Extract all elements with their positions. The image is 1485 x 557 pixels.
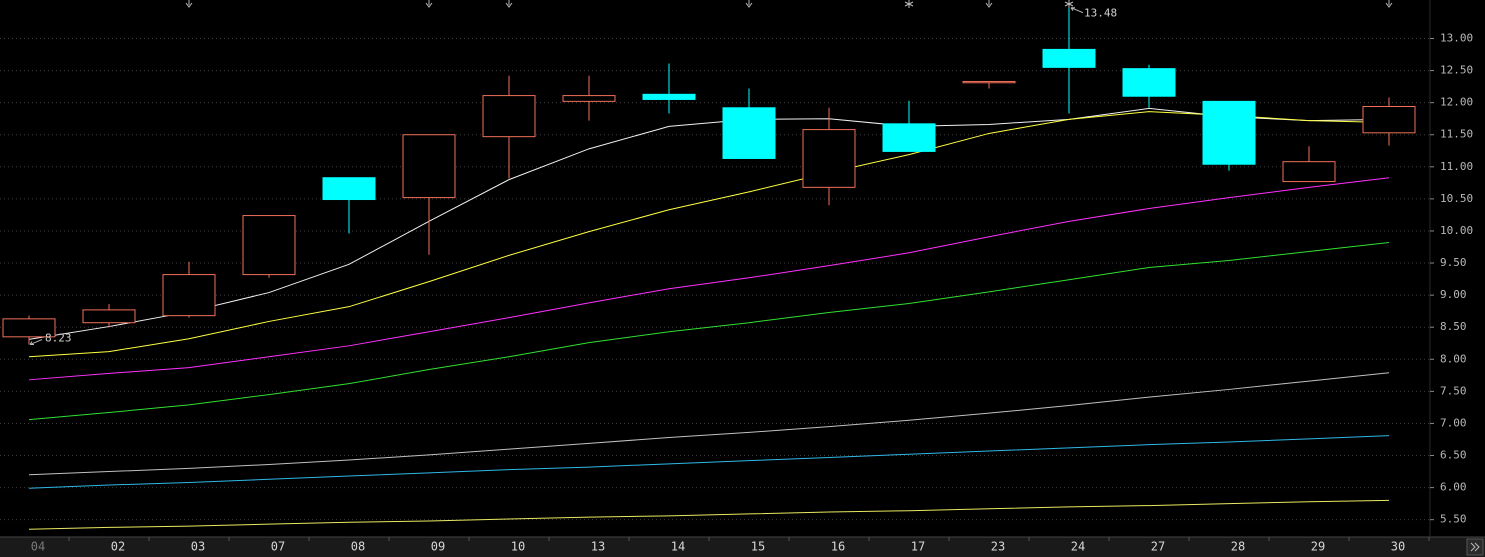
y-tick-label: 5.50 [1440, 513, 1467, 526]
y-tick-label: 12.00 [1440, 96, 1473, 109]
candle-body [1202, 100, 1256, 165]
event-marker [904, 0, 914, 8]
x-tick-label: 28 [1231, 540, 1245, 554]
candle-body [1042, 48, 1096, 68]
event-marker [425, 0, 433, 8]
annotation-arrow [29, 339, 43, 346]
y-tick-label: 6.00 [1440, 481, 1467, 494]
candle-body [722, 107, 776, 159]
y-tick-label: 12.50 [1440, 64, 1473, 77]
x-tick-label: 09 [431, 540, 445, 554]
ma-line [28, 107, 1390, 340]
x-tick-label: 27 [1151, 540, 1165, 554]
x-tick-label: 13 [591, 540, 605, 554]
scroll-button-icon [1470, 542, 1480, 552]
x-tick-label: 23 [991, 540, 1005, 554]
candle-body [802, 129, 856, 188]
candle-body [562, 95, 616, 102]
y-tick-label: 10.00 [1440, 224, 1473, 237]
y-tick-label: 10.50 [1440, 192, 1473, 205]
x-tick-label: 15 [751, 540, 765, 554]
y-tick-label: 8.50 [1440, 320, 1467, 333]
candle-body [642, 93, 696, 100]
high-annotation: 13.48 [1084, 7, 1117, 20]
candle-body [322, 177, 376, 201]
candle-body [162, 274, 216, 317]
x-tick-label: 29 [1311, 540, 1325, 554]
x-tick-label: 10 [511, 540, 525, 554]
x-tick-label: 08 [351, 540, 365, 554]
event-marker [185, 0, 193, 8]
x-tick-label: 07 [271, 540, 285, 554]
low-annotation: 8.23 [45, 332, 72, 345]
x-tick-label: 24 [1071, 540, 1085, 554]
scroll-button[interactable] [1466, 538, 1484, 556]
x-tick-label: 04 [31, 540, 45, 554]
x-tick-label: 14 [671, 540, 685, 554]
ma-line [28, 177, 1390, 381]
y-tick-label: 9.00 [1440, 288, 1467, 301]
candle-body [402, 134, 456, 199]
x-tick-label: 30 [1391, 540, 1405, 554]
ma-line [28, 242, 1390, 421]
x-tick-label: 03 [191, 540, 205, 554]
candle-body [1122, 68, 1176, 97]
candle-body [962, 80, 1016, 84]
event-marker [505, 0, 513, 8]
candle-body [882, 123, 936, 152]
annotation-arrow [1070, 7, 1084, 14]
candle-body [1362, 106, 1416, 134]
y-tick-label: 13.00 [1440, 31, 1473, 44]
y-tick-label: 8.00 [1440, 352, 1467, 365]
y-tick-label: 7.50 [1440, 384, 1467, 397]
y-tick-label: 11.00 [1440, 160, 1473, 173]
x-tick-label: 17 [911, 540, 925, 554]
ma-line [28, 372, 1390, 476]
ma-line [28, 435, 1390, 489]
event-marker [1385, 0, 1393, 8]
candle-body [482, 95, 536, 138]
candle-body [82, 309, 136, 324]
y-tick-label: 6.50 [1440, 449, 1467, 462]
x-tick-label: 16 [831, 540, 845, 554]
candle-body [2, 318, 56, 338]
x-tick-label: 02 [111, 540, 125, 554]
event-marker [1064, 0, 1074, 8]
ma-line [28, 111, 1390, 358]
y-tick-label: 7.00 [1440, 416, 1467, 429]
y-tick-label: 9.50 [1440, 256, 1467, 269]
candle-body [242, 215, 296, 276]
event-marker [745, 0, 753, 8]
event-marker [985, 0, 993, 8]
event-markers [185, 0, 1393, 8]
y-tick-label: 11.50 [1440, 128, 1473, 141]
candle-body [1282, 161, 1336, 183]
x-axis-bar [0, 537, 1485, 557]
ma-line [28, 499, 1390, 530]
